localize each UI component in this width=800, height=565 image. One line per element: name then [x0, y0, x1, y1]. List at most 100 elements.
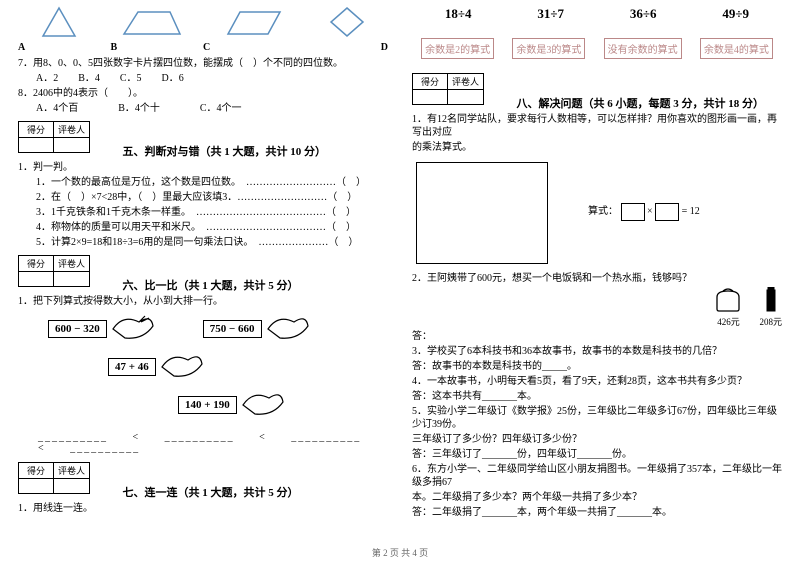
expr-box-1: 600 − 320 — [48, 320, 107, 338]
tag-r3: 余数是3的算式 — [512, 38, 585, 59]
eq-box-2 — [655, 203, 679, 221]
price-2: 208元 — [759, 315, 782, 328]
section-6-title: 六、比一比（共 1 大题，共计 5 分） — [123, 280, 299, 292]
label-d: D — [296, 42, 389, 53]
judge-2: 2．在（ ）×7<28中，（ ）里最大应该填3．………………………（ ） — [18, 191, 388, 204]
q2-text: 2．王阿姨带了600元，想买一个电饭锅和一个热水瓶，钱够吗？ — [412, 272, 782, 285]
q3-text: 3．学校买了6本科技书和36本故事书，故事书的本数是科技书的几倍？ — [412, 345, 782, 358]
shape-labels: A B C D — [18, 42, 388, 53]
ans-3: 答：故事书的本数是科技书的_____。 — [412, 360, 782, 373]
products-row: 426元 208元 — [412, 287, 782, 328]
compare-blanks: __________ < __________ < __________ < _… — [38, 432, 388, 454]
q6-text-b: 本。二年级捐了多少本？两个年级一共捐了多少本？ — [412, 491, 782, 504]
grader-cell — [448, 90, 484, 105]
q8-text: 8．2406中的4表示（ ）。 — [18, 87, 388, 100]
right-column: 18÷4 31÷7 36÷6 49÷9 余数是2的算式 余数是3的算式 没有余数… — [400, 0, 800, 565]
page-footer: 第 2 页 共 4 页 — [0, 546, 800, 559]
rice-cooker-icon — [713, 287, 743, 313]
ans-6: 答：二年级捐了_______本，两个年级一共捐了_______本。 — [412, 506, 782, 519]
q8-options: A．4个百 B．4个十 C．4个一 — [18, 102, 388, 115]
eq-box-1 — [621, 203, 645, 221]
score-cell — [19, 272, 54, 287]
eq-label: 算式： — [588, 206, 618, 217]
div-expr: 49÷9 — [722, 6, 749, 22]
bird-row-2: 47 + 46 — [108, 350, 388, 384]
q1-line-a: 1．有12名同学站队，要求每行人数相等，可以怎样排？用你喜欢的图形画一画，再写出… — [412, 113, 782, 139]
bird-row-3: 140 + 190 — [178, 388, 388, 422]
equation-area: 算式： × = 12 — [588, 202, 700, 221]
q1-line-b: 的乘法算式。 — [412, 141, 782, 154]
bird-row-1: 600 − 320 750 − 660 — [48, 312, 388, 346]
score-table-8: 得分评卷人 — [412, 73, 484, 105]
score-table-5: 得分评卷人 — [18, 121, 90, 153]
q5-text-b: 三年级订了多少份？四年级订多少份？ — [412, 433, 782, 446]
ans-5: 答：三年级订了_______份，四年级订_______份。 — [412, 448, 782, 461]
score-head: 得分 — [19, 463, 54, 479]
grader-cell — [54, 272, 90, 287]
section-8-title: 八、解决问题（共 6 小题，每题 3 分，共计 18 分） — [517, 98, 765, 110]
connect-intro: 1．用线连一连。 — [18, 502, 388, 515]
remainder-tags: 余数是2的算式 余数是3的算式 没有余数的算式 余数是4的算式 — [412, 38, 782, 59]
price-1: 426元 — [713, 315, 743, 328]
left-column: A B C D 7．用8、0、0、5四张数字卡片摆四位数，能摆成（ ）个不同的四… — [0, 0, 400, 565]
parallelogram-icon — [224, 6, 284, 38]
ans-4: 答：这本书共有_______本。 — [412, 390, 782, 403]
trapezoid-icon — [122, 6, 182, 38]
triangle-icon — [39, 6, 79, 38]
score-cell — [19, 138, 54, 153]
thermos-icon — [763, 287, 779, 313]
q4-text: 4．一本故事书，小明每天看5页，看了9天，还剩28页，这本书共有多少页？ — [412, 375, 782, 388]
thermos: 208元 — [759, 287, 782, 328]
eq-tail: = 12 — [682, 206, 700, 217]
tag-r0: 没有余数的算式 — [604, 38, 682, 59]
q5-text-a: 5．实验小学二年级订《数学报》25份，三年级比二年级多订67份，四年级比三年级少… — [412, 405, 782, 431]
expr-box-2: 750 − 660 — [203, 320, 262, 338]
diamond-icon — [327, 6, 367, 38]
page-container: A B C D 7．用8、0、0、5四张数字卡片摆四位数，能摆成（ ）个不同的四… — [0, 0, 800, 565]
judge-5: 5．计算2×9=18和18÷3=6用的是同一句乘法口诀。 …………………（ ） — [18, 236, 388, 249]
section-7-title: 七、连一连（共 1 大题，共计 5 分） — [123, 487, 299, 499]
expr-box-3: 47 + 46 — [108, 358, 156, 376]
shapes-row — [18, 6, 388, 38]
rice-cooker: 426元 — [713, 287, 743, 328]
grader-cell — [54, 479, 90, 494]
bird-icon — [241, 388, 285, 422]
grader-cell — [54, 138, 90, 153]
bird-icon — [266, 312, 310, 346]
score-table-7: 得分评卷人 — [18, 462, 90, 494]
bird-icon — [111, 312, 155, 346]
score-head: 得分 — [413, 74, 448, 90]
judge-1: 1．一个数的最高位是万位，这个数是四位数。 ………………………（ ） — [18, 176, 388, 189]
expr-box-4: 140 + 190 — [178, 396, 237, 414]
label-c: C — [203, 42, 296, 53]
score-head: 得分 — [19, 256, 54, 272]
bird-icon — [160, 350, 204, 384]
ans-2: 答： — [412, 330, 782, 343]
score-cell — [413, 90, 448, 105]
label-b: B — [111, 42, 204, 53]
label-a: A — [18, 42, 111, 53]
q1-figure-row: 算式： × = 12 — [412, 158, 782, 268]
score-head: 得分 — [19, 122, 54, 138]
judge-4: 4．称物体的质量可以用天平和米尺。 ………………………………（ ） — [18, 221, 388, 234]
division-row: 18÷4 31÷7 36÷6 49÷9 — [412, 6, 782, 22]
div-expr: 36÷6 — [630, 6, 657, 22]
compare-intro: 1．把下列算式按得数大小，从小到大排一行。 — [18, 295, 388, 308]
drawing-box — [416, 162, 548, 264]
grader-head: 评卷人 — [54, 463, 90, 479]
tag-r4: 余数是4的算式 — [700, 38, 773, 59]
times-sign: × — [647, 206, 655, 217]
q7-text: 7．用8、0、0、5四张数字卡片摆四位数，能摆成（ ）个不同的四位数。 — [18, 57, 388, 70]
grader-head: 评卷人 — [54, 122, 90, 138]
grader-head: 评卷人 — [54, 256, 90, 272]
judge-intro: 1．判一判。 — [18, 161, 388, 174]
div-expr: 18÷4 — [445, 6, 472, 22]
q6-text-a: 6．东方小学一、二年级同学给山区小朋友捐图书。一年级捐了357本，二年级比一年级… — [412, 463, 782, 489]
score-table-6: 得分评卷人 — [18, 255, 90, 287]
div-expr: 31÷7 — [537, 6, 564, 22]
tag-r2: 余数是2的算式 — [421, 38, 494, 59]
score-cell — [19, 479, 54, 494]
q7-options: A．2 B．4 C．5 D．6 — [18, 72, 388, 85]
section-5-title: 五、判断对与错（共 1 大题，共计 10 分） — [123, 146, 327, 158]
judge-3: 3．1千克铁条和1千克木条一样重。 …………………………………（ ） — [18, 206, 388, 219]
